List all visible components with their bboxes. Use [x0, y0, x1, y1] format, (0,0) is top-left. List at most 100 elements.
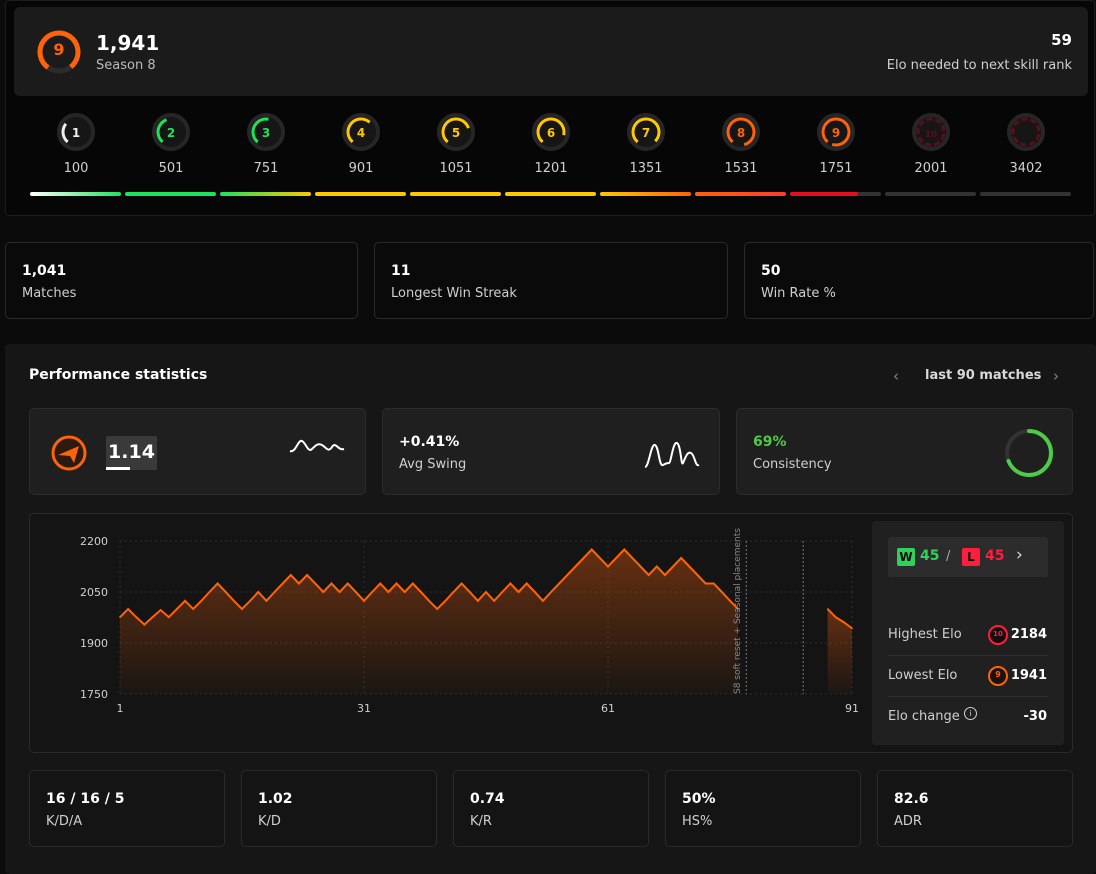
- level-bar-segment: [30, 192, 121, 196]
- kda-label: K/D/A: [46, 814, 83, 829]
- kr-card: 0.74 K/R: [453, 770, 649, 847]
- level-number: 2: [167, 126, 175, 140]
- avg-swing-sparkline-icon: [644, 441, 700, 468]
- elo-point: [582, 557, 585, 559]
- elo-point: [216, 582, 219, 585]
- elo-point: [298, 582, 300, 585]
- elo-point: [525, 582, 528, 585]
- skill-level-10: 10 2001: [883, 112, 979, 176]
- skill-level-max: 3402: [978, 112, 1074, 176]
- elo-point: [647, 574, 650, 576]
- level-bar-segment: [885, 192, 976, 196]
- elo-point: [379, 582, 382, 585]
- elo-change-value: -30: [1023, 709, 1048, 724]
- rating-card: 1.14: [29, 408, 366, 495]
- elo-point: [834, 616, 837, 618]
- level-min-elo: 751: [253, 161, 279, 176]
- win-rate-card: 50 Win Rate %: [744, 242, 1094, 319]
- chevron-right-icon[interactable]: ›: [1053, 367, 1059, 385]
- x-tick-label: 31: [357, 702, 371, 715]
- elo-point: [330, 582, 333, 585]
- level-bar-segment: [600, 192, 691, 196]
- chevron-left-icon[interactable]: ‹: [893, 367, 899, 385]
- x-tick-label: 91: [845, 702, 859, 715]
- elo-point: [338, 591, 341, 593]
- elo-point: [184, 600, 186, 602]
- range-selector[interactable]: last 90 matches: [925, 368, 1042, 383]
- level-badge-icon: 2: [152, 113, 190, 151]
- elo-point: [599, 557, 601, 559]
- matches-card: 1,041 Matches: [5, 242, 358, 319]
- elo-point: [851, 627, 853, 630]
- elo-point: [534, 591, 536, 593]
- longest-win-streak-value: 11: [391, 263, 411, 279]
- highest-elo-value: 2184: [1010, 627, 1047, 642]
- hs-value: 50%: [682, 791, 716, 807]
- elo-point: [192, 608, 194, 610]
- chevron-right-icon[interactable]: ›: [1016, 545, 1023, 565]
- skill-level-4: 4 901: [313, 112, 409, 176]
- elo-point: [688, 565, 691, 568]
- adr-card: 82.6 ADR: [877, 770, 1073, 847]
- level-bar-segment: [315, 192, 406, 196]
- elo-point: [460, 582, 463, 585]
- level-badge-icon: 9: [817, 113, 855, 151]
- divider: [888, 655, 1048, 656]
- elo-point: [444, 600, 447, 602]
- consistency-card: 69% Consistency: [736, 408, 1073, 495]
- level-min-elo: 1531: [724, 161, 758, 176]
- elo-point: [631, 557, 634, 559]
- kr-value: 0.74: [470, 791, 505, 807]
- elo-change-label: Elo change: [888, 709, 960, 724]
- level-number: 9: [832, 126, 840, 140]
- info-icon[interactable]: i: [964, 707, 977, 720]
- level-number: 6: [547, 126, 555, 140]
- level-badge-icon: [1007, 113, 1045, 151]
- consistency-value: 69%: [753, 434, 787, 450]
- elo-point: [623, 548, 626, 551]
- elo-point: [509, 582, 512, 585]
- elo-point: [387, 591, 390, 593]
- elo-point: [119, 616, 121, 618]
- elo-point: [696, 574, 699, 576]
- divider: [888, 696, 1048, 697]
- level-badge-icon: 5: [437, 113, 475, 151]
- level-badge-icon: 7: [627, 113, 665, 151]
- elo-point: [737, 608, 739, 610]
- hs-card: 50% HS%: [665, 770, 861, 847]
- elo-point: [664, 574, 666, 576]
- elo-point: [224, 591, 227, 593]
- elo-point: [607, 565, 609, 568]
- elo-point: [265, 600, 268, 602]
- level-number: 10: [925, 130, 938, 140]
- elo-point: [241, 608, 243, 610]
- kd-label: K/D: [258, 814, 281, 829]
- win-badge: W: [897, 548, 915, 566]
- level-number: 4: [357, 126, 365, 140]
- elo-point: [639, 565, 642, 568]
- elo-point: [346, 582, 349, 585]
- elo-point: [168, 616, 170, 618]
- adr-label: ADR: [894, 814, 922, 829]
- elo-point: [558, 582, 560, 585]
- level-bar-segment: [125, 192, 216, 196]
- level-number: 3: [262, 126, 270, 140]
- current-level-number: 9: [53, 40, 65, 59]
- elo-point: [355, 591, 357, 593]
- level-10-badge-icon: [988, 625, 1008, 645]
- level-badge-icon: 10: [912, 113, 950, 151]
- kda-card: 16 / 16 / 5 K/D/A: [29, 770, 225, 847]
- elo-point: [517, 591, 520, 593]
- skill-level-2: 2 501: [123, 112, 219, 176]
- longest-win-streak-label: Longest Win Streak: [391, 286, 517, 301]
- level-number: 1: [72, 126, 80, 140]
- skill-level-5: 5 1051: [408, 112, 504, 176]
- skill-level-1: 1 100: [28, 112, 124, 176]
- win-loss-divider: /: [946, 549, 951, 564]
- performance-title: Performance statistics: [29, 367, 208, 383]
- win-rate-value: 50: [761, 263, 781, 279]
- y-tick-label: 2200: [80, 535, 108, 548]
- elo-point: [306, 574, 308, 576]
- level-min-elo: 1051: [439, 161, 473, 176]
- skill-level-8: 8 1531: [693, 112, 789, 176]
